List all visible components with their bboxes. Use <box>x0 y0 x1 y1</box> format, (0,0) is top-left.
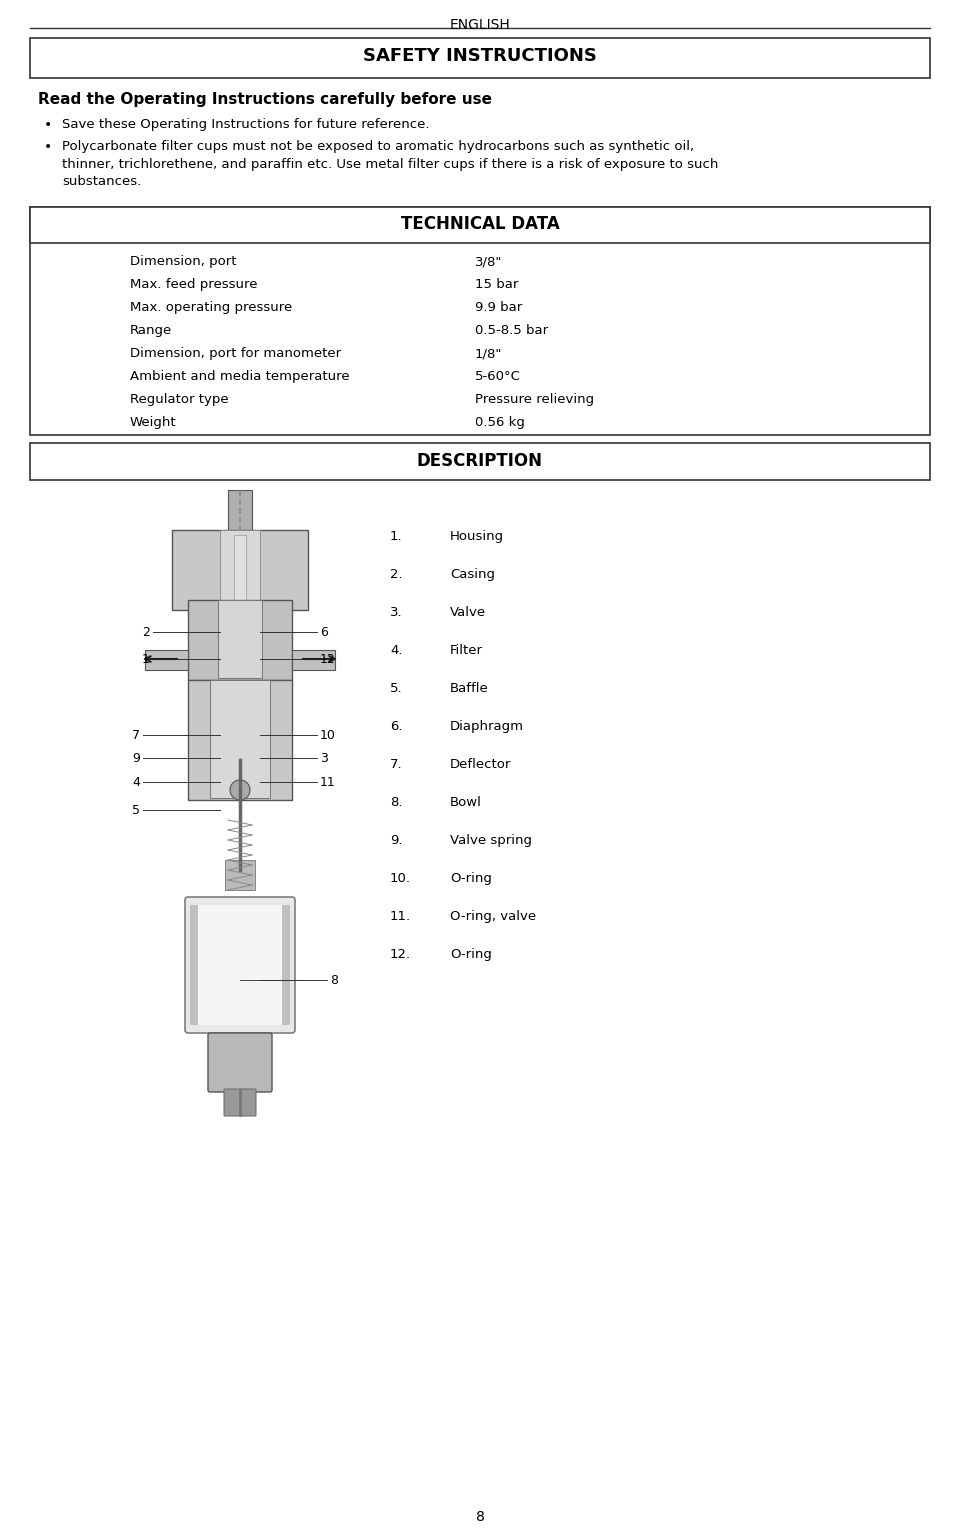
Text: Polycarbonate filter cups must not be exposed to aromatic hydrocarbons such as s: Polycarbonate filter cups must not be ex… <box>62 141 718 188</box>
Text: Valve spring: Valve spring <box>450 834 532 848</box>
Text: 2: 2 <box>142 626 150 638</box>
Text: ENGLISH: ENGLISH <box>449 18 511 32</box>
Text: 1: 1 <box>142 652 150 666</box>
Text: 3.: 3. <box>390 606 402 620</box>
Bar <box>30 207 930 435</box>
Bar <box>210 679 270 799</box>
Text: O-ring: O-ring <box>450 949 492 961</box>
Text: 7: 7 <box>132 728 140 742</box>
Text: Pressure relieving: Pressure relieving <box>475 393 594 405</box>
Text: Max. feed pressure: Max. feed pressure <box>130 278 257 291</box>
Text: 10.: 10. <box>390 872 411 884</box>
Bar <box>220 529 260 604</box>
Bar <box>234 536 246 600</box>
Text: Weight: Weight <box>130 416 177 428</box>
Bar <box>190 906 198 1025</box>
Bar <box>30 38 930 78</box>
Text: Range: Range <box>130 324 172 337</box>
Text: •: • <box>44 118 52 132</box>
Text: 12: 12 <box>320 652 336 666</box>
Text: 10: 10 <box>320 728 336 742</box>
Text: 9: 9 <box>132 751 140 765</box>
Text: O-ring: O-ring <box>450 872 492 884</box>
Text: 9.9 bar: 9.9 bar <box>475 301 522 314</box>
Text: 11: 11 <box>320 776 336 788</box>
Text: Dimension, port: Dimension, port <box>130 256 236 268</box>
Bar <box>282 906 290 1025</box>
Text: 8.: 8. <box>390 796 402 809</box>
Text: 3/8": 3/8" <box>475 256 502 268</box>
Text: 5: 5 <box>132 803 140 817</box>
Bar <box>145 650 188 670</box>
Text: Baffle: Baffle <box>450 682 489 695</box>
Text: Diaphragm: Diaphragm <box>450 721 524 733</box>
Text: SAFETY INSTRUCTIONS: SAFETY INSTRUCTIONS <box>363 47 597 64</box>
Text: 4: 4 <box>132 776 140 788</box>
Text: Ambient and media temperature: Ambient and media temperature <box>130 370 349 382</box>
Text: 8: 8 <box>330 973 338 987</box>
Bar <box>188 600 292 679</box>
Text: 4.: 4. <box>390 644 402 656</box>
Text: Dimension, port for manometer: Dimension, port for manometer <box>130 347 341 360</box>
Bar <box>30 207 930 243</box>
FancyBboxPatch shape <box>224 1089 256 1115</box>
Text: 5-60°C: 5-60°C <box>475 370 521 382</box>
FancyBboxPatch shape <box>172 529 308 610</box>
FancyBboxPatch shape <box>185 897 295 1033</box>
Text: 12.: 12. <box>390 949 411 961</box>
Bar <box>225 860 255 890</box>
Text: 1/8": 1/8" <box>475 347 502 360</box>
Text: Bowl: Bowl <box>450 796 482 809</box>
Text: 3: 3 <box>320 751 328 765</box>
Circle shape <box>230 780 250 800</box>
Text: Regulator type: Regulator type <box>130 393 228 405</box>
Text: Valve: Valve <box>450 606 486 620</box>
Text: Save these Operating Instructions for future reference.: Save these Operating Instructions for fu… <box>62 118 429 132</box>
Text: 1.: 1. <box>390 529 402 543</box>
Text: 15 bar: 15 bar <box>475 278 518 291</box>
Text: Housing: Housing <box>450 529 504 543</box>
Bar <box>218 600 262 678</box>
FancyBboxPatch shape <box>208 1033 272 1092</box>
Text: 6.: 6. <box>390 721 402 733</box>
Text: 9.: 9. <box>390 834 402 848</box>
Text: DESCRIPTION: DESCRIPTION <box>417 451 543 470</box>
Text: •: • <box>44 141 52 155</box>
Text: Deflector: Deflector <box>450 757 512 771</box>
Text: 0.56 kg: 0.56 kg <box>475 416 525 428</box>
Text: Filter: Filter <box>450 644 483 656</box>
Text: 6: 6 <box>320 626 328 638</box>
Text: 5.: 5. <box>390 682 402 695</box>
Bar <box>30 444 930 480</box>
Text: Casing: Casing <box>450 568 495 581</box>
Text: 11.: 11. <box>390 910 411 923</box>
Text: O-ring, valve: O-ring, valve <box>450 910 536 923</box>
Bar <box>292 650 335 670</box>
Text: TECHNICAL DATA: TECHNICAL DATA <box>400 216 560 233</box>
Bar <box>198 906 282 1025</box>
Bar <box>228 490 252 529</box>
Text: 8: 8 <box>475 1510 485 1524</box>
Text: Max. operating pressure: Max. operating pressure <box>130 301 292 314</box>
Bar <box>188 679 292 800</box>
Text: 2.: 2. <box>390 568 402 581</box>
Text: 0.5-8.5 bar: 0.5-8.5 bar <box>475 324 548 337</box>
Text: 7.: 7. <box>390 757 402 771</box>
Text: Read the Operating Instructions carefully before use: Read the Operating Instructions carefull… <box>38 92 492 107</box>
